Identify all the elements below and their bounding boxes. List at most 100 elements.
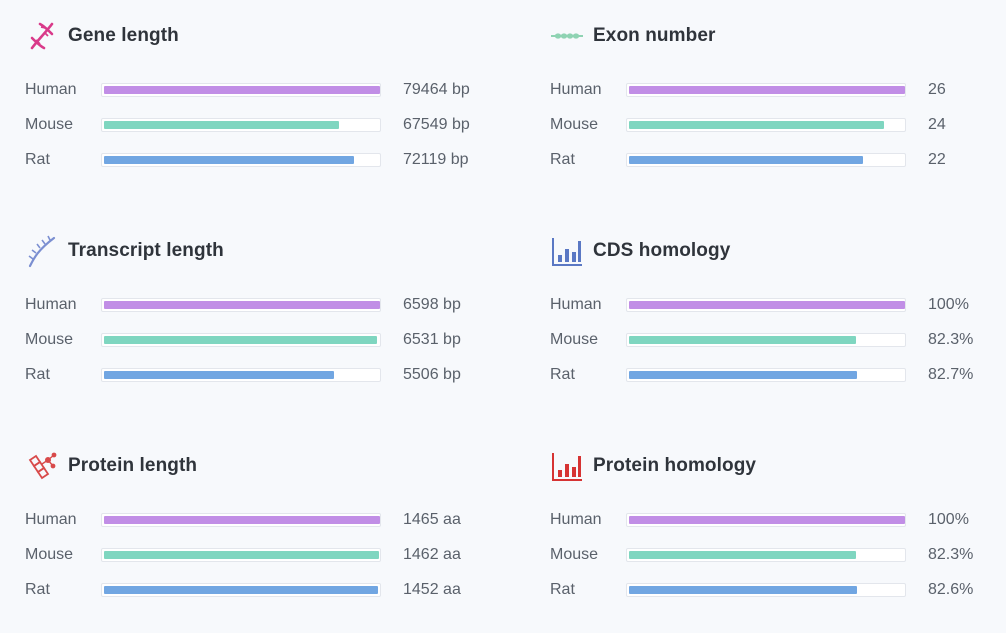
value-label: 67549 bp bbox=[403, 116, 470, 133]
bar-row-human: Human 100% bbox=[550, 508, 1006, 532]
gene-length-panel: Gene length Human 79464 bp Mouse 67549 b… bbox=[25, 16, 495, 216]
rna-strand-icon bbox=[25, 234, 59, 268]
category-label: Human bbox=[25, 511, 77, 528]
bar-fill-mouse bbox=[629, 121, 884, 129]
value-label: 82.3% bbox=[928, 546, 974, 563]
bar-track bbox=[101, 83, 381, 97]
value-label: 1452 aa bbox=[403, 581, 461, 598]
bar-fill-mouse bbox=[104, 336, 377, 344]
category-label: Rat bbox=[25, 581, 50, 598]
bar-track bbox=[101, 118, 381, 132]
panel-header: Protein length bbox=[25, 446, 197, 486]
bar-track bbox=[101, 153, 381, 167]
bar-fill-human bbox=[104, 301, 380, 309]
value-label: 82.3% bbox=[928, 331, 974, 348]
panel-header: Exon number bbox=[550, 16, 716, 56]
category-label: Mouse bbox=[25, 331, 74, 348]
bar-track bbox=[101, 298, 381, 312]
bar-fill-mouse bbox=[104, 551, 379, 559]
transcript-length-panel: Transcript length Human 6598 bp Mouse 65… bbox=[25, 231, 495, 431]
value-label: 1465 aa bbox=[403, 511, 461, 528]
category-label: Human bbox=[550, 511, 602, 528]
bar-track bbox=[626, 368, 906, 382]
bar-track bbox=[626, 548, 906, 562]
category-label: Human bbox=[25, 81, 77, 98]
bar-fill-rat bbox=[104, 156, 354, 164]
panel-title: Protein homology bbox=[593, 455, 757, 476]
category-label: Rat bbox=[25, 366, 50, 383]
category-label: Human bbox=[25, 296, 77, 313]
bar-fill-human bbox=[104, 516, 380, 524]
value-label: 1462 aa bbox=[403, 546, 461, 563]
value-label: 100% bbox=[928, 511, 969, 528]
bar-row-rat: Rat 72119 bp bbox=[25, 148, 495, 172]
category-label: Rat bbox=[550, 366, 575, 383]
category-label: Mouse bbox=[550, 331, 599, 348]
category-label: Human bbox=[550, 296, 602, 313]
panel-title: CDS homology bbox=[593, 240, 731, 261]
bar-row-human: Human 100% bbox=[550, 293, 1006, 317]
exon-chain-icon bbox=[550, 19, 584, 53]
value-label: 6598 bp bbox=[403, 296, 461, 313]
category-label: Rat bbox=[550, 581, 575, 598]
bar-row-human: Human 6598 bp bbox=[25, 293, 495, 317]
bar-row-human: Human 26 bbox=[550, 78, 1006, 102]
category-label: Mouse bbox=[550, 116, 599, 133]
value-label: 6531 bp bbox=[403, 331, 461, 348]
category-label: Mouse bbox=[550, 546, 599, 563]
bar-track bbox=[626, 583, 906, 597]
bar-track bbox=[626, 153, 906, 167]
bar-fill-mouse bbox=[629, 336, 856, 344]
bar-chart-red-icon bbox=[550, 449, 584, 483]
category-label: Mouse bbox=[25, 546, 74, 563]
bar-fill-mouse bbox=[104, 121, 339, 129]
bar-row-rat: Rat 22 bbox=[550, 148, 1006, 172]
value-label: 24 bbox=[928, 116, 946, 133]
bar-row-mouse: Mouse 82.3% bbox=[550, 328, 1006, 352]
panel-header: Transcript length bbox=[25, 231, 224, 271]
bar-chart-blue-icon bbox=[550, 234, 584, 268]
bar-track bbox=[101, 368, 381, 382]
bar-row-rat: Rat 82.7% bbox=[550, 363, 1006, 387]
bar-fill-human bbox=[629, 86, 905, 94]
bar-track bbox=[626, 513, 906, 527]
bar-fill-rat bbox=[104, 586, 378, 594]
bar-fill-human bbox=[629, 301, 905, 309]
protein-length-panel: Protein length Human 1465 aa Mouse 1462 … bbox=[25, 446, 495, 633]
category-label: Mouse bbox=[25, 116, 74, 133]
bar-fill-rat bbox=[629, 586, 857, 594]
value-label: 26 bbox=[928, 81, 946, 98]
value-label: 82.6% bbox=[928, 581, 974, 598]
category-label: Rat bbox=[25, 151, 50, 168]
bar-row-rat: Rat 82.6% bbox=[550, 578, 1006, 602]
bar-fill-mouse bbox=[629, 551, 856, 559]
bar-track bbox=[626, 118, 906, 132]
bar-track bbox=[101, 548, 381, 562]
panel-header: Gene length bbox=[25, 16, 179, 56]
bar-fill-rat bbox=[629, 156, 863, 164]
panel-header: Protein homology bbox=[550, 446, 756, 486]
bar-row-mouse: Mouse 24 bbox=[550, 113, 1006, 137]
category-label: Rat bbox=[550, 151, 575, 168]
bar-row-mouse: Mouse 82.3% bbox=[550, 543, 1006, 567]
bar-fill-rat bbox=[104, 371, 334, 379]
protein-homology-panel: Protein homology Human 100% Mouse 82.3% … bbox=[550, 446, 1006, 633]
value-label: 79464 bp bbox=[403, 81, 470, 98]
cds-homology-panel: CDS homology Human 100% Mouse 82.3% Rat … bbox=[550, 231, 1006, 431]
bar-row-mouse: Mouse 6531 bp bbox=[25, 328, 495, 352]
bar-track bbox=[101, 333, 381, 347]
bar-track bbox=[101, 583, 381, 597]
bar-fill-human bbox=[629, 516, 905, 524]
protein-chain-icon bbox=[25, 449, 59, 483]
bar-row-mouse: Mouse 1462 aa bbox=[25, 543, 495, 567]
panel-title: Gene length bbox=[68, 25, 179, 46]
bar-track bbox=[626, 83, 906, 97]
bar-row-rat: Rat 1452 aa bbox=[25, 578, 495, 602]
panel-title: Transcript length bbox=[68, 240, 224, 261]
bar-track bbox=[626, 333, 906, 347]
bar-row-mouse: Mouse 67549 bp bbox=[25, 113, 495, 137]
value-label: 100% bbox=[928, 296, 969, 313]
panel-title: Exon number bbox=[593, 25, 716, 46]
bar-row-human: Human 1465 aa bbox=[25, 508, 495, 532]
